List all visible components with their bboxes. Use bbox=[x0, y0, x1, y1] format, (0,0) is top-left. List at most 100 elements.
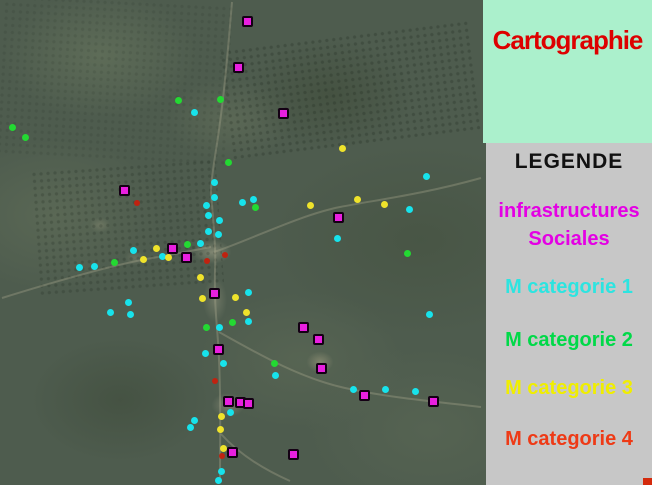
marker-infrastructures-sociales bbox=[277, 107, 289, 119]
marker-infrastructures-sociales bbox=[241, 15, 253, 27]
marker-categorie-1 bbox=[204, 211, 212, 219]
marker-categorie-1 bbox=[215, 323, 223, 331]
legend-item-1: M categorie 1 bbox=[505, 276, 633, 298]
legend-panel: LEGENDE infrastructures Sociales M categ… bbox=[486, 143, 652, 485]
marker-infrastructures-sociales bbox=[208, 287, 220, 299]
marker-categorie-4 bbox=[212, 378, 218, 384]
legend-item-4: M categorie 4 bbox=[505, 428, 633, 450]
marker-infrastructures-sociales bbox=[166, 242, 178, 254]
marker-infrastructures-sociales bbox=[180, 251, 192, 263]
marker-categorie-2 bbox=[21, 133, 29, 141]
marker-infrastructures-sociales bbox=[315, 362, 327, 374]
marker-categorie-2 bbox=[251, 203, 259, 211]
marker-infrastructures-sociales bbox=[222, 395, 234, 407]
marker-categorie-1 bbox=[90, 262, 98, 270]
marker-infrastructures-sociales bbox=[226, 446, 238, 458]
marker-categorie-3 bbox=[152, 244, 160, 252]
marker-categorie-1 bbox=[190, 416, 198, 424]
road-network bbox=[1, 1, 482, 484]
marker-categorie-1 bbox=[381, 385, 389, 393]
marker-categorie-3 bbox=[219, 444, 227, 452]
marker-categorie-4 bbox=[204, 258, 210, 264]
marker-categorie-1 bbox=[425, 310, 433, 318]
marker-categorie-1 bbox=[405, 205, 413, 213]
marker-categorie-1 bbox=[271, 371, 279, 379]
marker-categorie-1 bbox=[201, 349, 209, 357]
marker-categorie-1 bbox=[75, 263, 83, 271]
legend-item-3: M categorie 3 bbox=[505, 377, 633, 399]
marker-categorie-2 bbox=[110, 258, 118, 266]
marker-infrastructures-sociales bbox=[332, 211, 344, 223]
marker-infrastructures-sociales bbox=[358, 389, 370, 401]
marker-categorie-1 bbox=[244, 317, 252, 325]
marker-categorie-1 bbox=[210, 178, 218, 186]
marker-categorie-1 bbox=[186, 423, 194, 431]
marker-categorie-2 bbox=[403, 249, 411, 257]
map-title: Cartographie bbox=[492, 25, 644, 55]
corner-artifact bbox=[643, 478, 652, 485]
marker-categorie-1 bbox=[217, 467, 225, 475]
marker-categorie-2 bbox=[174, 96, 182, 104]
marker-categorie-1 bbox=[215, 216, 223, 224]
marker-categorie-1 bbox=[196, 239, 204, 247]
legend-item-2: M categorie 2 bbox=[505, 329, 633, 351]
marker-infrastructures-sociales bbox=[118, 184, 130, 196]
marker-categorie-3 bbox=[231, 293, 239, 301]
marker-categorie-2 bbox=[202, 323, 210, 331]
marker-categorie-3 bbox=[306, 201, 314, 209]
marker-categorie-3 bbox=[338, 144, 346, 152]
legend-group-label-line2: Sociales bbox=[528, 228, 610, 250]
marker-categorie-3 bbox=[380, 200, 388, 208]
marker-categorie-4 bbox=[134, 200, 140, 206]
marker-categorie-3 bbox=[139, 255, 147, 263]
legend-title: LEGENDE bbox=[514, 150, 624, 173]
marker-categorie-2 bbox=[8, 123, 16, 131]
marker-categorie-1 bbox=[126, 310, 134, 318]
marker-categorie-3 bbox=[164, 253, 172, 261]
marker-categorie-3 bbox=[217, 412, 225, 420]
marker-categorie-1 bbox=[106, 308, 114, 316]
legend-group-label: infrastructures Sociales bbox=[486, 197, 652, 253]
marker-categorie-2 bbox=[270, 359, 278, 367]
marker-categorie-3 bbox=[198, 294, 206, 302]
marker-categorie-1 bbox=[244, 288, 252, 296]
marker-categorie-4 bbox=[222, 252, 228, 258]
marker-infrastructures-sociales bbox=[232, 61, 244, 73]
marker-categorie-1 bbox=[190, 108, 198, 116]
marker-categorie-1 bbox=[422, 172, 430, 180]
title-panel: Cartographie bbox=[483, 0, 652, 143]
marker-categorie-1 bbox=[129, 246, 137, 254]
marker-categorie-1 bbox=[226, 408, 234, 416]
marker-categorie-1 bbox=[219, 359, 227, 367]
marker-categorie-1 bbox=[204, 227, 212, 235]
marker-infrastructures-sociales bbox=[312, 333, 324, 345]
marker-categorie-1 bbox=[411, 387, 419, 395]
marker-categorie-3 bbox=[353, 195, 361, 203]
marker-infrastructures-sociales bbox=[212, 343, 224, 355]
marker-categorie-1 bbox=[333, 234, 341, 242]
marker-categorie-4 bbox=[219, 453, 225, 459]
marker-categorie-1 bbox=[349, 385, 357, 393]
marker-categorie-1 bbox=[124, 298, 132, 306]
marker-categorie-1 bbox=[214, 476, 222, 484]
marker-categorie-1 bbox=[214, 230, 222, 238]
marker-categorie-1 bbox=[238, 198, 246, 206]
marker-categorie-2 bbox=[228, 318, 236, 326]
marker-categorie-1 bbox=[210, 193, 218, 201]
marker-infrastructures-sociales bbox=[297, 321, 309, 333]
marker-infrastructures-sociales bbox=[242, 397, 254, 409]
marker-categorie-3 bbox=[242, 308, 250, 316]
marker-categorie-1 bbox=[202, 201, 210, 209]
legend-group-label-line1: infrastructures bbox=[498, 200, 640, 222]
marker-categorie-1 bbox=[158, 252, 166, 260]
marker-categorie-1 bbox=[249, 195, 257, 203]
marker-categorie-2 bbox=[183, 240, 191, 248]
marker-categorie-3 bbox=[216, 425, 224, 433]
marker-infrastructures-sociales bbox=[287, 448, 299, 460]
satellite-map[interactable] bbox=[0, 0, 486, 485]
marker-categorie-2 bbox=[224, 158, 232, 166]
marker-categorie-3 bbox=[196, 273, 204, 281]
marker-categorie-2 bbox=[216, 95, 224, 103]
marker-infrastructures-sociales bbox=[427, 395, 439, 407]
